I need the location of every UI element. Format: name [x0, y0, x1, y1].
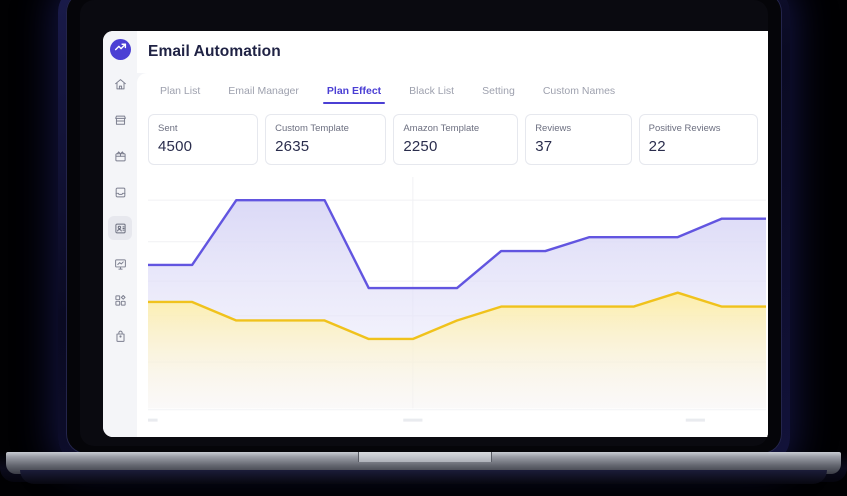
stat-label: Reviews	[535, 123, 572, 134]
home-icon	[114, 78, 127, 91]
sidebar	[103, 31, 137, 437]
sidebar-item-products[interactable]	[108, 144, 132, 168]
page-title: Email Automation	[148, 43, 281, 60]
stat-value: 37	[535, 138, 553, 155]
laptop-foot	[20, 470, 827, 484]
chart-svg	[148, 177, 766, 437]
stats-row: Sent 4500 Custom Template 2635 Amazon Te…	[137, 104, 768, 165]
stat-label: Amazon Template	[403, 123, 480, 134]
app-header: Email Automation	[137, 31, 768, 73]
stat-value: 22	[648, 138, 666, 155]
sidebar-item-orders[interactable]	[108, 324, 132, 348]
shopping-bag-icon	[114, 330, 127, 343]
stat-label: Custom Template	[275, 123, 349, 134]
inbox-icon	[114, 186, 127, 199]
tab-email-manager[interactable]: Email Manager	[228, 85, 299, 97]
stat-value: 2635	[275, 138, 310, 155]
tab-plan-list[interactable]: Plan List	[160, 85, 201, 97]
sidebar-item-reports[interactable]	[108, 252, 132, 276]
brand-logo[interactable]	[109, 39, 131, 60]
tab-plan-effect[interactable]: Plan Effect	[313, 85, 395, 104]
presentation-chart-icon	[114, 258, 127, 271]
stat-value: 2250	[403, 138, 438, 155]
contact-card-icon	[114, 222, 127, 235]
laptop-bezel: Email Automation Plan List Email Manager…	[80, 0, 768, 446]
sidebar-item-apps[interactable]	[108, 288, 132, 312]
sidebar-item-store[interactable]	[108, 108, 132, 132]
trending-up-circle-icon	[114, 41, 127, 59]
tab-setting[interactable]: Setting	[482, 85, 515, 97]
stat-card-custom-template: Custom Template 2635	[265, 114, 387, 165]
store-icon	[114, 114, 127, 127]
stat-label: Sent	[158, 123, 178, 134]
content-card: Plan List Email Manager Plan Effect Blac…	[137, 73, 768, 437]
stat-card-reviews: Reviews 37	[525, 114, 632, 165]
sidebar-item-inbox[interactable]	[108, 180, 132, 204]
chart-x-ticks	[148, 410, 766, 420]
tab-bar: Plan List Email Manager Plan Effect Blac…	[137, 73, 768, 104]
sidebar-item-home[interactable]	[108, 72, 132, 96]
laptop-hinge-notch	[358, 452, 492, 462]
stat-card-positive-reviews: Positive Reviews 22	[638, 114, 758, 165]
stat-label: Positive Reviews	[648, 123, 721, 134]
stat-card-amazon-template: Amazon Template 2250	[393, 114, 519, 165]
stat-value: 4500	[158, 138, 193, 155]
sidebar-item-contacts[interactable]	[108, 216, 132, 240]
stat-card-sent: Sent 4500	[148, 114, 259, 165]
box-icon	[114, 150, 127, 163]
plan-effect-chart	[148, 177, 766, 437]
tab-black-list[interactable]: Black List	[409, 85, 455, 97]
laptop-base	[6, 452, 841, 474]
apps-grid-icon	[114, 294, 127, 307]
tab-custom-names[interactable]: Custom Names	[542, 85, 616, 97]
main-column: Email Automation Plan List Email Manager…	[137, 31, 768, 437]
chart-series	[148, 200, 766, 409]
app-window: Email Automation Plan List Email Manager…	[103, 31, 768, 437]
